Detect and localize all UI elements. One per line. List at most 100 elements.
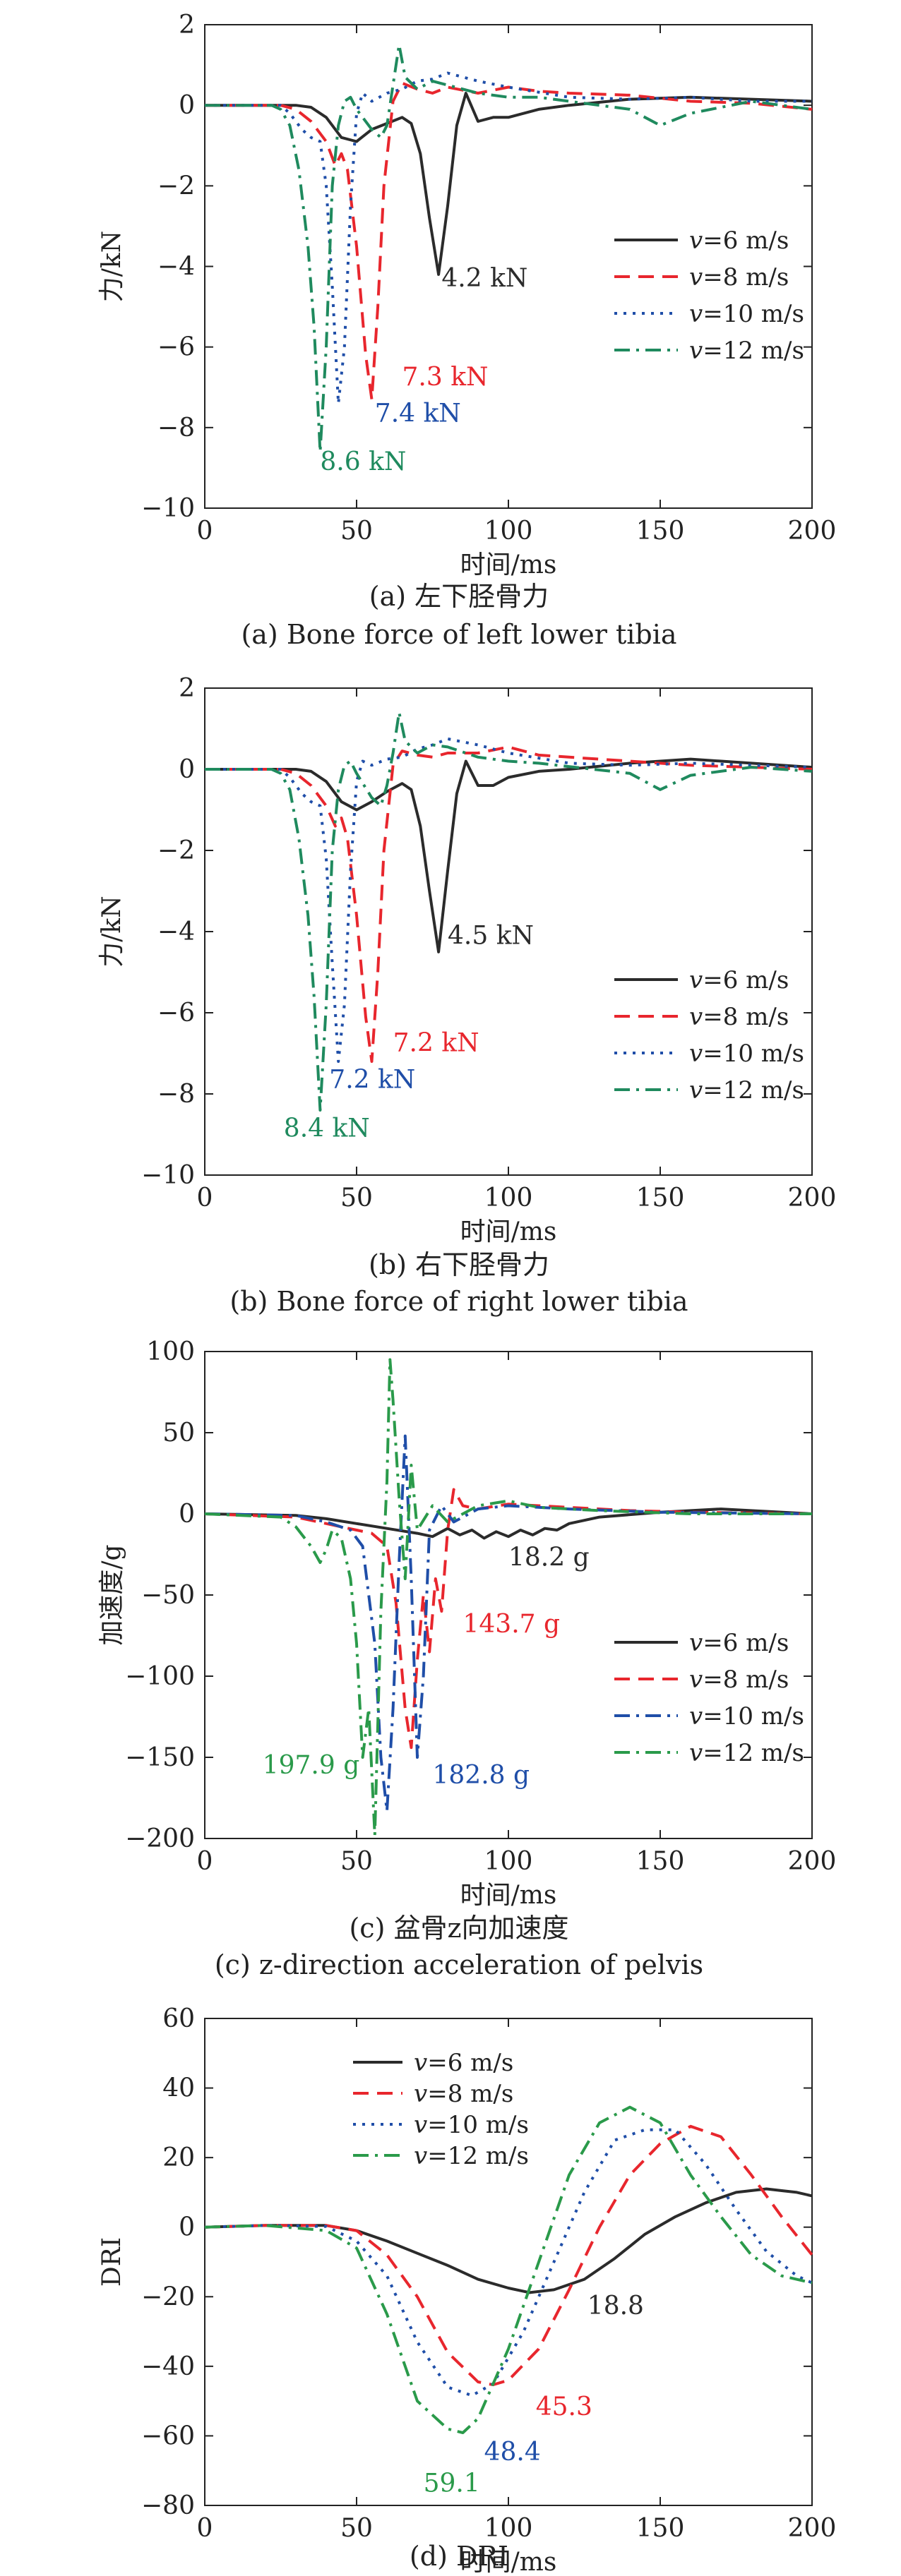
- peak-annotation: 7.4 kN: [375, 399, 461, 428]
- legend-label: v=6 m/s: [689, 966, 789, 994]
- y-axis-label: DRI: [97, 2237, 126, 2287]
- y-axis-label: 力/kN: [97, 896, 126, 967]
- y-tick-label: −8: [157, 414, 195, 443]
- y-tick-label: −40: [141, 2352, 195, 2381]
- peak-annotation: 18.8: [587, 2292, 644, 2321]
- y-tick-label: 2: [179, 11, 195, 40]
- series-line-v10: [205, 71, 812, 405]
- y-tick-label: 0: [179, 2213, 195, 2242]
- chart-panel-c: 0 50 100 150 200 −200 −150 −100 −50 0 50 100 时间/ms 加速…: [97, 1337, 836, 1980]
- caption-en: (c) z-direction acceleration of pelvis: [215, 1949, 703, 1980]
- y-tick-label: −60: [141, 2421, 195, 2450]
- legend-label: v=10 m/s: [689, 1702, 804, 1731]
- caption-en: (a) Bone force of left lower tibia: [241, 619, 676, 650]
- y-tick-label: −4: [157, 917, 195, 946]
- x-tick-label: 50: [340, 1847, 373, 1876]
- legend-label: v=6 m/s: [689, 1629, 789, 1657]
- series-line-v6: [205, 92, 813, 276]
- series-line-v6: [204, 2187, 813, 2294]
- x-tick-label: 150: [636, 517, 685, 546]
- y-tick-label: −2: [157, 836, 195, 865]
- series-line-v12_alt: [204, 2105, 813, 2434]
- y-tick-label: −200: [125, 1824, 195, 1853]
- x-tick-label: 100: [484, 517, 533, 546]
- legend-label: v=12 m/s: [689, 1739, 804, 1767]
- x-tick-label: 0: [197, 1847, 213, 1876]
- series-line-v8: [204, 1488, 813, 1750]
- y-tick-label: −10: [141, 1161, 195, 1190]
- caption-en: (b) Bone force of right lower tibia: [229, 1286, 688, 1317]
- legend-label: v=10 m/s: [689, 300, 804, 328]
- x-tick-label: 150: [636, 1847, 685, 1876]
- y-tick-label: −10: [141, 494, 195, 523]
- y-tick-label: 100: [146, 1337, 195, 1366]
- y-tick-label: 50: [162, 1419, 195, 1448]
- x-axis-label: 时间/ms: [460, 1881, 557, 1910]
- y-tick-label: −50: [141, 1581, 195, 1610]
- peak-annotation: 143.7 g: [463, 1610, 561, 1639]
- caption-cn: (c) 盆骨z向加速度: [349, 1913, 568, 1944]
- x-tick-label: 100: [484, 1847, 533, 1876]
- x-tick-label: 0: [197, 517, 213, 546]
- series-line-v8: [204, 2124, 813, 2386]
- caption-cn: (a) 左下胫骨力: [369, 581, 549, 612]
- caption-cn: (b) 右下胫骨力: [369, 1249, 549, 1280]
- legend-label: v=8 m/s: [414, 2080, 513, 2108]
- x-tick-label: 100: [484, 2514, 533, 2543]
- legend-label: v=12 m/s: [414, 2142, 529, 2170]
- y-tick-label: 60: [162, 2004, 195, 2033]
- peak-annotation: 197.9 g: [263, 1751, 360, 1780]
- y-axis-label: 力/kN: [97, 231, 126, 302]
- x-tick-label: 150: [636, 1184, 685, 1212]
- legend-label: v=6 m/s: [414, 2049, 513, 2077]
- peak-annotation: 45.3: [536, 2393, 592, 2421]
- x-tick-label: 200: [788, 2514, 837, 2543]
- legend-label: v=10 m/s: [689, 1040, 804, 1068]
- x-tick-label: 50: [340, 1184, 373, 1212]
- y-tick-label: −6: [157, 999, 195, 1028]
- chart-panel-a: 0 50 100 150 200 −10 −8 −6 −4 −2 0 2 时间/ms 力/kN 4.2 kN…: [97, 11, 836, 650]
- chart-panel-d: 0 50 100 150 200 −80 −60 −40 −20 0 20 40 60 时间/ms DRI 1…: [97, 2004, 836, 2576]
- peak-annotation: 18.2 g: [508, 1543, 590, 1572]
- peak-annotation: 48.4: [484, 2438, 541, 2467]
- y-tick-label: 0: [179, 1500, 195, 1529]
- x-tick-label: 50: [340, 2514, 373, 2543]
- legend-label: v=10 m/s: [414, 2111, 529, 2139]
- y-tick-label: 0: [179, 755, 195, 784]
- y-tick-label: 2: [179, 674, 195, 703]
- y-tick-label: 20: [162, 2143, 195, 2172]
- series-line-v12_alt: [204, 1358, 812, 1837]
- y-axis-label: 加速度/g: [97, 1544, 126, 1645]
- y-tick-label: −8: [157, 1080, 195, 1109]
- x-axis-label: 时间/ms: [460, 2548, 557, 2576]
- peak-annotation: 7.3 kN: [402, 363, 489, 392]
- legend-label: v=12 m/s: [689, 1076, 804, 1105]
- peak-annotation: 7.2 kN: [393, 1029, 479, 1058]
- series-line-v12: [205, 711, 813, 1112]
- y-tick-label: −20: [141, 2282, 195, 2311]
- peak-annotation: 8.6 kN: [320, 447, 406, 476]
- x-tick-label: 200: [788, 1184, 837, 1212]
- y-tick-label: −6: [157, 333, 195, 362]
- x-tick-label: 100: [484, 1184, 533, 1212]
- x-axis-label: 时间/ms: [460, 1217, 557, 1246]
- series-line-v6: [205, 757, 813, 953]
- legend-label: v=8 m/s: [689, 263, 789, 291]
- peak-annotation: 182.8 g: [433, 1761, 530, 1790]
- x-tick-label: 0: [197, 1184, 213, 1212]
- y-tick-label: −150: [125, 1743, 195, 1772]
- x-axis-label: 时间/ms: [460, 550, 557, 579]
- peak-annotation: 8.4 kN: [284, 1114, 370, 1143]
- peak-annotation: 4.5 kN: [448, 921, 534, 950]
- x-tick-label: 200: [788, 1847, 837, 1876]
- y-tick-label: −100: [125, 1662, 195, 1691]
- x-tick-label: 200: [788, 517, 837, 546]
- caption-en: (d) DRI: [410, 2541, 508, 2572]
- series-line-v6: [204, 1507, 813, 1540]
- legend-label: v=12 m/s: [689, 337, 804, 365]
- y-tick-label: 0: [179, 91, 195, 120]
- legend-label: v=8 m/s: [689, 1003, 789, 1031]
- peak-annotation: 7.2 kN: [329, 1065, 415, 1094]
- x-tick-label: 0: [197, 2514, 213, 2543]
